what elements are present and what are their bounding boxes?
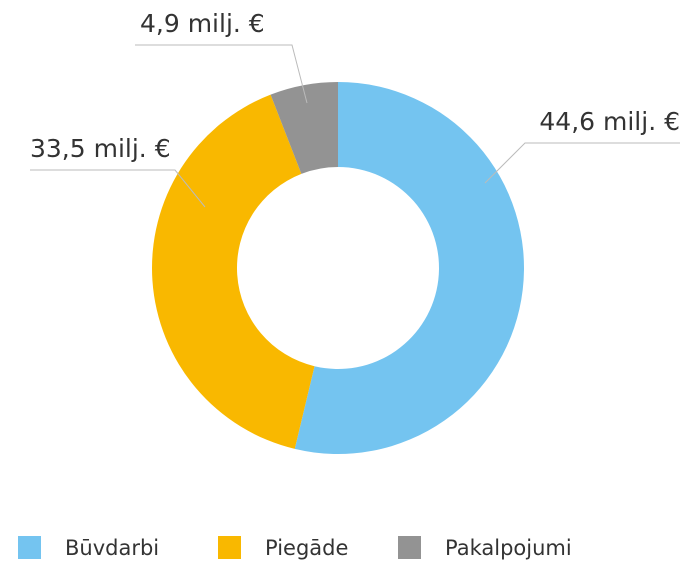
data-label: 33,5 milj. € [30,134,171,163]
donut-slice [270,82,338,174]
legend-swatch [218,536,241,559]
legend-swatch [18,536,41,559]
leader-line [135,44,308,104]
donut-slice [294,82,524,455]
legend-swatch [398,536,421,559]
legend-label: Piegāde [265,536,348,560]
legend-label: Pakalpojumi [445,536,572,560]
data-label: 44,6 milj. € [539,107,680,136]
data-label: 4,9 milj. € [140,9,265,38]
donut-slice [151,94,315,449]
leader-line [30,169,206,208]
legend-label: Būvdarbi [65,536,159,560]
leader-line [484,142,680,184]
